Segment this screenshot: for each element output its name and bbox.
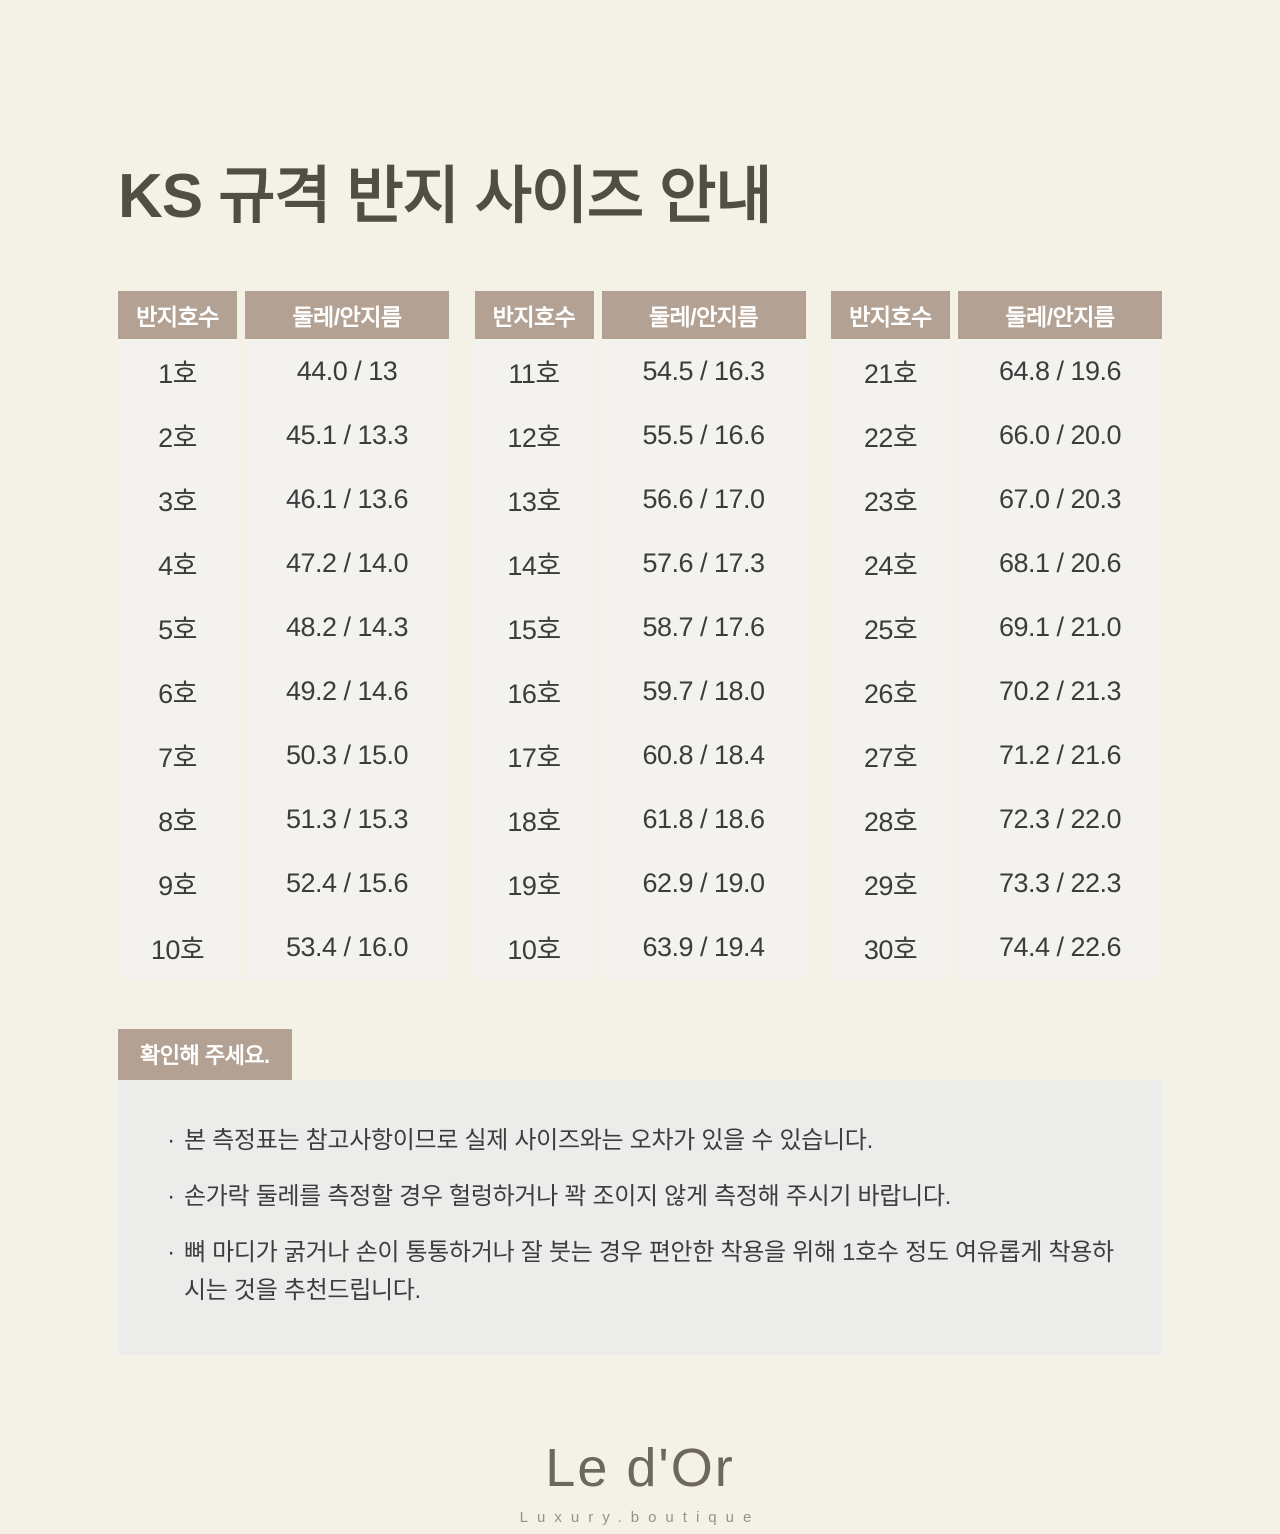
measurement-column: 둘레/안지름 64.8 / 19.6 66.0 / 20.0 67.0 / 20.3 6… (958, 291, 1162, 979)
measurement-cell: 46.1 / 13.6 (285, 483, 409, 514)
col-header-size-number: 반지호수 (474, 291, 594, 339)
size-number-cell: 26호 (863, 678, 918, 709)
note-item: · 손가락 둘레를 측정할 경우 헐렁하거나 꽉 조이지 않게 측정해 주시기 바… (158, 1178, 1118, 1215)
measurement-cell: 56.6 / 17.0 (642, 483, 765, 514)
brand-tagline: Luxury.boutique (519, 1508, 761, 1526)
measurement-cell: 47.2 / 14.0 (285, 547, 409, 578)
size-number-column: 반지호수 21호 22호 23호 24호 25호 26호 27호 28호 29호 30호 (831, 291, 950, 979)
col-header-size-number: 반지호수 (118, 291, 237, 339)
measurement-cell: 62.9 / 19.0 (642, 867, 765, 898)
note-bullet-icon: · (167, 1183, 175, 1211)
size-number-cell: 4호 (158, 550, 197, 581)
measurement-body: 64.8 / 19.6 66.0 / 20.0 67.0 / 20.3 68.1 / … (958, 339, 1162, 979)
note-text: 본 측정표는 참고사항이므로 실제 사이즈와는 오차가 있을 수 있습니다. (184, 1127, 873, 1154)
measurement-cell: 71.2 / 21.6 (998, 739, 1122, 770)
measurement-cell: 45.1 / 13.3 (285, 419, 409, 450)
size-number-column: 반지호수 1호 2호 3호 4호 5호 6호 7호 8호 9호 10호 (118, 291, 237, 979)
note-text: 뼈 마디가 굵거나 손이 통통하거나 잘 붓는 경우 편안한 착용을 위해 1호… (184, 1239, 1114, 1304)
col-header-measurement: 둘레/안지름 (601, 291, 806, 339)
size-number-cell: 1호 (158, 358, 197, 389)
measurement-cell: 64.8 / 19.6 (998, 355, 1122, 386)
measurement-cell: 59.7 / 18.0 (642, 675, 765, 706)
measurement-cell: 48.2 / 14.3 (285, 611, 409, 642)
measurement-cell: 70.2 / 21.3 (998, 675, 1122, 706)
measurement-cell: 61.8 / 18.6 (642, 803, 765, 834)
measurement-cell: 60.8 / 18.4 (642, 739, 765, 770)
note-item: · 뼈 마디가 굵거나 손이 통통하거나 잘 붓는 경우 편안한 착용을 위해 1… (158, 1234, 1118, 1308)
size-number-cell: 18호 (507, 806, 561, 837)
measurement-cell: 67.0 / 20.3 (998, 483, 1122, 514)
size-number-cell: 10호 (150, 934, 205, 965)
size-number-body: 21호 22호 23호 24호 25호 26호 27호 28호 29호 30호 (831, 339, 950, 979)
measurement-body: 44.0 / 13 45.1 / 13.3 46.1 / 13.6 47.2 / 14… (245, 339, 449, 979)
note-bullet-icon: · (167, 1127, 175, 1154)
measurement-cell: 69.1 / 21.0 (998, 611, 1122, 642)
brand-logo: Le d'Or (545, 1437, 735, 1498)
measurement-cell: 49.2 / 14.6 (285, 675, 409, 706)
size-number-cell: 12호 (507, 422, 561, 453)
size-number-cell: 14호 (507, 550, 561, 581)
size-number-cell: 5호 (158, 614, 197, 645)
size-number-cell: 11호 (508, 358, 560, 389)
measurement-cell: 55.5 / 16.6 (642, 419, 765, 450)
size-number-cell: 10호 (507, 934, 561, 965)
measurement-cell: 74.4 / 22.6 (998, 931, 1122, 962)
size-number-cell: 16호 (507, 678, 561, 709)
measurement-cell: 73.3 / 22.3 (998, 867, 1122, 898)
size-number-cell: 23호 (863, 486, 918, 517)
notes-box: · 본 측정표는 참고사항이므로 실제 사이즈와는 오차가 있을 수 있습니다. ·… (118, 1080, 1162, 1355)
measurement-column: 둘레/안지름 54.5 / 16.3 55.5 / 16.6 56.6 / 17.0 5… (601, 291, 806, 979)
measurement-cell: 57.6 / 17.3 (642, 547, 765, 578)
size-number-cell: 9호 (158, 870, 197, 901)
size-number-cell: 30호 (863, 934, 918, 965)
notes-section: 확인해 주세요. · 본 측정표는 참고사항이므로 실제 사이즈와는 오차가 있을… (118, 1029, 1162, 1355)
size-tables: 반지호수 1호 2호 3호 4호 5호 6호 7호 8호 9호 10호 둘레/안지름 44.0 / 13… (118, 291, 1162, 979)
size-number-cell: 28호 (863, 806, 918, 837)
size-number-column: 반지호수 11호 12호 13호 14호 15호 16호 17호 18호 19호 10호 (474, 291, 594, 979)
size-number-cell: 15호 (507, 614, 561, 645)
measurement-cell: 54.5 / 16.3 (642, 355, 765, 386)
size-number-cell: 17호 (507, 742, 561, 773)
col-header-size-number: 반지호수 (831, 291, 950, 339)
note-bullet-icon: · (167, 1239, 175, 1267)
measurement-column: 둘레/안지름 44.0 / 13 45.1 / 13.3 46.1 / 13.6 47.… (245, 291, 449, 979)
size-number-cell: 22호 (863, 422, 918, 453)
measurement-cell: 44.0 / 13 (296, 355, 398, 386)
size-table-group: 반지호수 11호 12호 13호 14호 15호 16호 17호 18호 19호 10호 둘레/안지름… (474, 291, 806, 979)
measurement-cell: 58.7 / 17.6 (642, 611, 765, 642)
size-number-cell: 7호 (158, 742, 197, 773)
measurement-body: 54.5 / 16.3 55.5 / 16.6 56.6 / 17.0 57.6 / … (601, 339, 806, 979)
measurement-cell: 68.1 / 20.6 (998, 547, 1122, 578)
measurement-cell: 50.3 / 15.0 (285, 739, 409, 770)
size-number-cell: 21호 (863, 358, 918, 389)
measurement-cell: 52.4 / 15.6 (285, 867, 409, 898)
size-table-group: 반지호수 21호 22호 23호 24호 25호 26호 27호 28호 29호 30호 둘레/안지름… (831, 291, 1162, 979)
size-number-cell: 3호 (158, 486, 197, 517)
measurement-cell: 72.3 / 22.0 (998, 803, 1122, 834)
size-number-cell: 24호 (863, 550, 918, 581)
footer: Le d'Or Luxury.boutique (118, 1437, 1162, 1526)
size-table-group: 반지호수 1호 2호 3호 4호 5호 6호 7호 8호 9호 10호 둘레/안지름 44.0 / 13… (118, 291, 449, 979)
measurement-cell: 63.9 / 19.4 (642, 931, 765, 962)
size-number-cell: 19호 (507, 870, 561, 901)
col-header-measurement: 둘레/안지름 (958, 291, 1162, 339)
measurement-cell: 53.4 / 16.0 (285, 931, 409, 962)
page-title: KS 규격 반지 사이즈 안내 (118, 162, 772, 231)
notes-badge: 확인해 주세요. (118, 1029, 292, 1080)
measurement-cell: 51.3 / 15.3 (285, 803, 409, 834)
note-item: · 본 측정표는 참고사항이므로 실제 사이즈와는 오차가 있을 수 있습니다. (158, 1122, 1118, 1159)
size-number-cell: 25호 (863, 614, 918, 645)
size-number-cell: 27호 (863, 742, 918, 773)
size-number-cell: 2호 (158, 422, 197, 453)
col-header-measurement: 둘레/안지름 (245, 291, 449, 339)
size-number-body: 1호 2호 3호 4호 5호 6호 7호 8호 9호 10호 (118, 339, 237, 979)
size-number-cell: 6호 (158, 678, 197, 709)
size-number-cell: 8호 (158, 806, 197, 837)
size-number-cell: 13호 (507, 486, 561, 517)
note-text: 손가락 둘레를 측정할 경우 헐렁하거나 꽉 조이지 않게 측정해 주시기 바랍… (184, 1183, 952, 1211)
size-number-body: 11호 12호 13호 14호 15호 16호 17호 18호 19호 10호 (474, 339, 594, 979)
measurement-cell: 66.0 / 20.0 (998, 419, 1122, 450)
size-number-cell: 29호 (863, 870, 918, 901)
